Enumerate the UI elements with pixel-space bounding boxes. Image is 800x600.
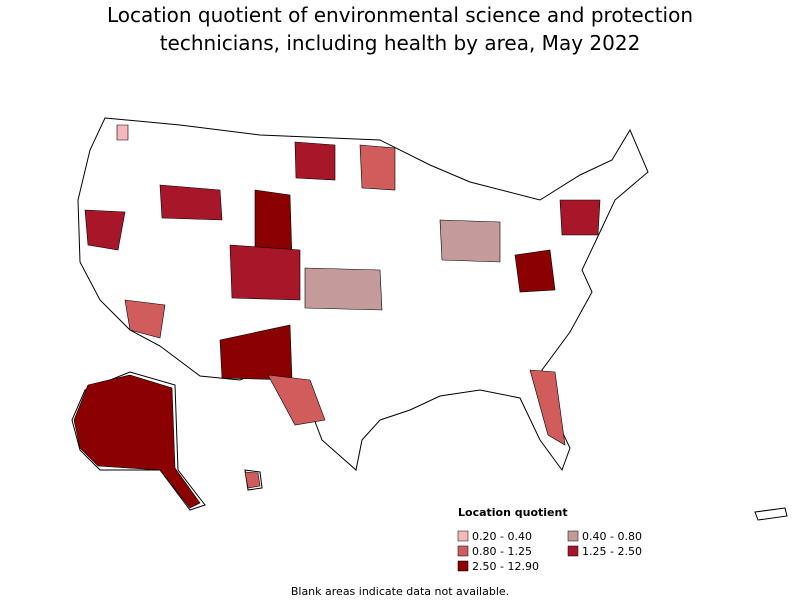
region: [304, 267, 383, 311]
region: [229, 244, 301, 301]
legend-label: 1.25 - 2.50: [582, 545, 642, 558]
region: [294, 141, 336, 181]
title-line: technicians, including health by area, M…: [160, 31, 641, 55]
legend-swatch: [457, 560, 469, 572]
legend-label: 0.40 - 0.80: [582, 530, 642, 543]
legend-label: 2.50 - 12.90: [472, 560, 539, 573]
region: [124, 299, 166, 339]
region: [73, 374, 201, 509]
legend-title: Location quotient: [458, 506, 568, 519]
title-line: Location quotient of environmental scien…: [107, 3, 693, 27]
map: [71, 117, 788, 521]
footnote: Blank areas indicate data not available.: [291, 585, 509, 598]
legend-swatch: [457, 530, 469, 542]
region: [244, 471, 261, 489]
region: [514, 249, 556, 293]
region: [559, 199, 601, 236]
legend: Location quotient 0.20 - 0.40 0.40 - 0.80…: [457, 506, 642, 573]
legend-label: 0.80 - 1.25: [472, 545, 532, 558]
puerto-rico: [754, 507, 788, 521]
region: [439, 219, 501, 263]
region: [159, 184, 223, 221]
legend-swatch: [567, 545, 579, 557]
legend-swatch: [457, 545, 469, 557]
region: [84, 209, 126, 251]
region: [116, 124, 129, 141]
region: [267, 374, 326, 426]
region: [359, 144, 396, 191]
legend-swatch: [567, 530, 579, 542]
region: [529, 369, 566, 446]
legend-label: 0.20 - 0.40: [472, 530, 532, 543]
